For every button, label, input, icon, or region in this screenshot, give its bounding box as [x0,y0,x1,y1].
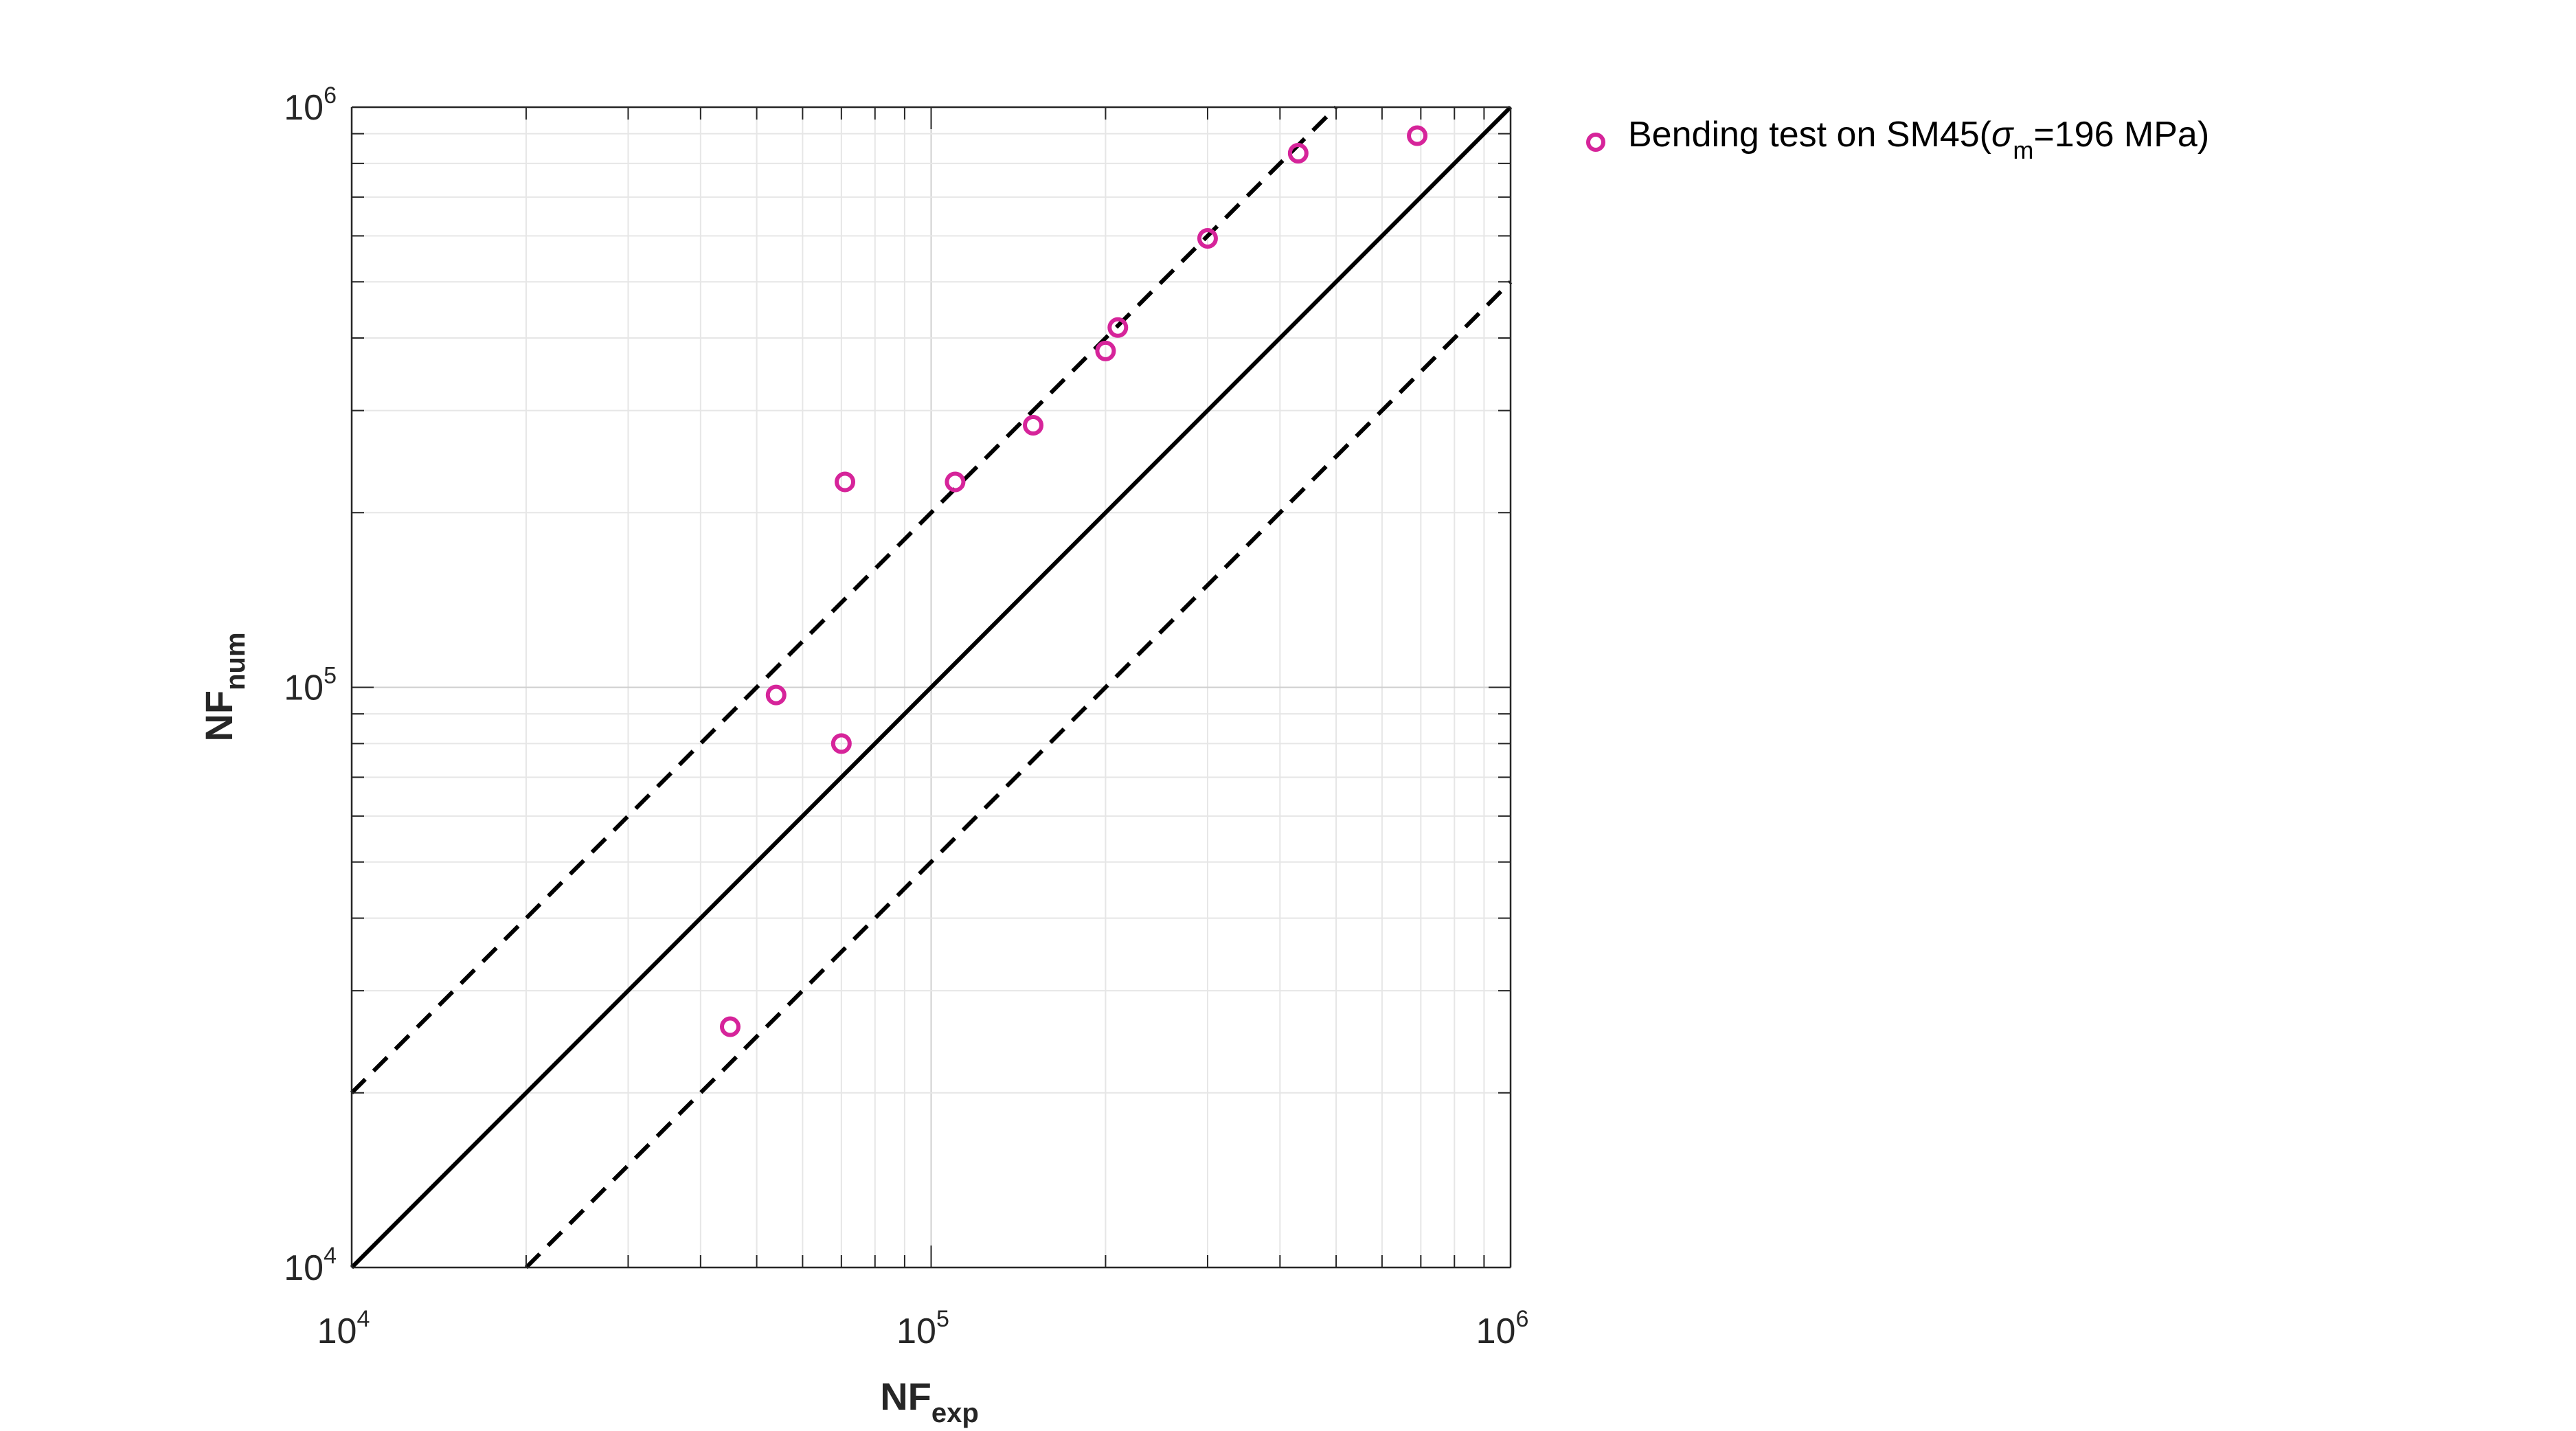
x-tick-label: 104 [317,1306,370,1351]
y-tick-base: 10 [284,668,324,708]
y-axis-label-main: NF [197,690,240,742]
data-point [831,733,852,754]
y-tick-exponent: 5 [324,663,337,689]
legend-text-after: =196 MPa) [2033,115,2209,155]
axes [350,106,1512,1269]
y-tick-exponent: 4 [324,1243,337,1269]
reference-lines [350,105,1513,1270]
legend-label: Bending test on SM45(σm=196 MPa) [1628,115,2209,164]
y-tick-base: 10 [284,88,324,128]
data-point [719,1016,741,1037]
x-tick-base: 10 [896,1311,936,1351]
x-tick-label: 106 [1476,1306,1529,1351]
y-tick-label: 106 [284,82,337,128]
data-point [1407,125,1428,146]
y-tick-exponent: 6 [324,82,337,109]
x-tick-exponent: 4 [357,1306,370,1332]
y-tick-label: 104 [284,1243,337,1288]
data-point [1107,317,1129,338]
data-point [1197,228,1218,249]
data-point [835,471,856,493]
y-tick-base: 10 [284,1248,324,1288]
legend-sub: m [2013,136,2033,164]
legend-symbol: σ [1991,115,2014,155]
data-point [1287,143,1309,164]
data-point [1023,414,1044,436]
x-axis-label-sub: exp [931,1398,979,1428]
x-tick-base: 10 [1476,1311,1516,1351]
y-tick-label: 105 [284,663,337,708]
reference-line-solid [350,105,1513,1270]
x-axis-label-main: NF [880,1375,931,1418]
data-point [765,684,787,706]
data-point [1095,340,1116,361]
x-tick-label: 105 [896,1306,949,1351]
legend-marker [1586,133,1605,152]
x-axis-label: NFexp [880,1375,979,1428]
data-point [945,471,966,493]
x-tick-exponent: 5 [936,1306,949,1332]
legend: Bending test on SM45(σm=196 MPa) [1586,115,2209,164]
y-axis-label: NFnum [197,632,251,741]
data-points [719,125,1428,1037]
reference-line-dashed [524,280,1513,1270]
legend-text-before: Bending test on SM45( [1628,115,1992,155]
x-tick-exponent: 6 [1515,1306,1528,1332]
x-tick-base: 10 [317,1311,357,1351]
y-axis-label-sub: num [221,632,251,690]
reference-line-dashed [350,105,1338,1094]
